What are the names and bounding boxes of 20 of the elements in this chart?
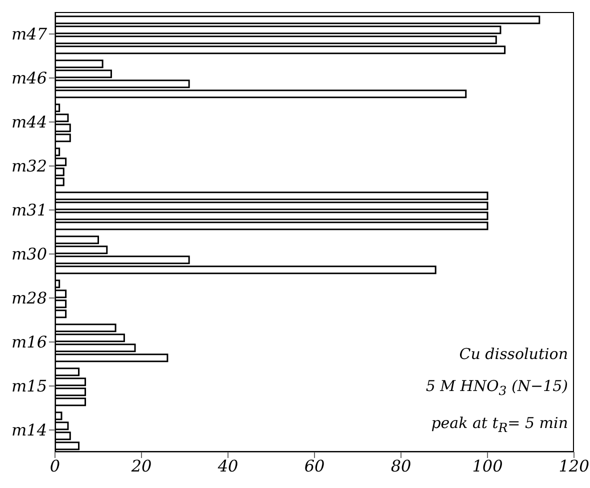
x-tick-label: 20 — [130, 456, 152, 476]
y-tick-label: m44 — [11, 112, 47, 132]
y-tick-label: m31 — [11, 200, 47, 220]
y-tick-label: m30 — [11, 244, 47, 264]
y-tick-label: m46 — [11, 68, 47, 88]
y-tick-label: m47 — [11, 24, 48, 44]
y-tick-label: m16 — [11, 332, 47, 352]
x-tick-label: 0 — [50, 456, 60, 476]
x-tick-label: 80 — [390, 456, 412, 476]
x-tick-label: 120 — [558, 456, 590, 476]
y-tick-label: m28 — [11, 288, 47, 308]
x-tick-label: 60 — [304, 456, 325, 476]
annotation: peak at t$_{R}$= 5 min — [430, 413, 568, 437]
x-tick-label: 40 — [216, 456, 238, 476]
y-tick-label: m32 — [11, 156, 47, 176]
annotation: Cu dissolution — [458, 344, 568, 365]
x-tick-label: 100 — [472, 456, 503, 476]
y-tick-label: m15 — [11, 376, 47, 396]
annotation: 5 M HNO$_{3}$ (N−15) — [426, 376, 568, 400]
y-tick-label: m14 — [11, 420, 47, 440]
